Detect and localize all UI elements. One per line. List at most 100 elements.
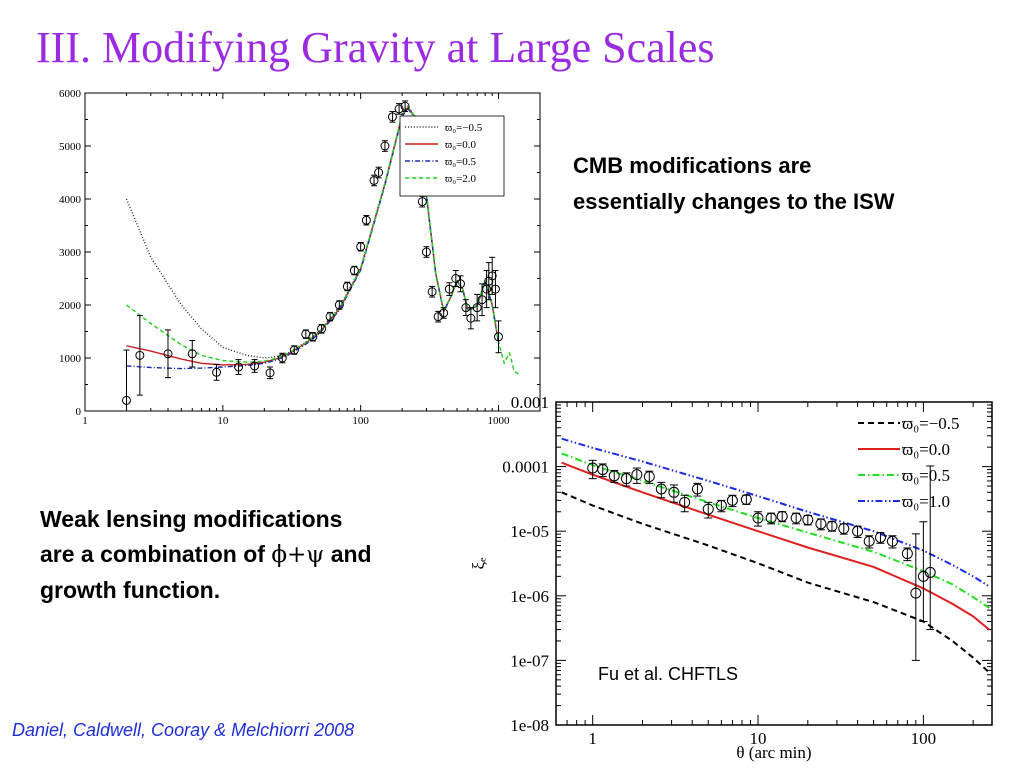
data-point [277,353,287,363]
series-line-3 [126,106,519,375]
y-tick-label: 0.001 [511,393,549,412]
data-point [691,483,703,495]
data-point [815,518,827,530]
weak-lensing-note: Weak lensing modifications are a combina… [40,502,372,608]
data-point [668,486,680,498]
data-point [163,349,173,359]
legend-box [399,115,505,197]
data-point [325,312,335,322]
data-point [715,499,727,511]
cmb-note: CMB modifications are essentially change… [573,148,895,220]
x-tick-label: 1000 [488,415,511,427]
data-point [349,266,359,276]
weak-lensing-line-3: growth function. [40,577,221,603]
legend-label-3: ϖ₀=1.0 [902,492,950,511]
data-point [752,512,764,524]
data-point [643,471,655,483]
data-point [250,361,260,371]
data-point [308,332,318,342]
cmb-note-line-1: CMB modifications are [573,153,812,178]
weak-lensing-line-2-post: and [324,541,372,567]
data-point [487,271,497,281]
y-tick-label: 3000 [59,247,82,259]
data-point [901,548,913,560]
data-point [135,350,145,360]
data-point [852,525,864,537]
cmb-note-line-2: essentially changes to the ISW [573,189,895,214]
y-tick-label: 0 [76,406,82,418]
y-tick-label: 6000 [59,88,82,100]
legend-label-1: ϖ₀=0.0 [902,440,950,459]
legend-label-0: ϖ₀=−0.5 [445,122,483,134]
x-tick-label: 10 [750,729,767,748]
data-point [466,313,476,323]
x-tick-label: 1 [588,729,597,748]
data-point [374,168,384,177]
data-point [924,566,936,578]
weak-lensing-line-2: are a combination of ϕ+ψ and [40,537,372,573]
y-tick-label: 1e-06 [510,587,549,606]
y-tick-label: 1e-05 [510,522,549,541]
data-point [490,284,500,294]
wl-frame [555,401,993,726]
cmb-plot-area [121,100,519,411]
wl-plot-area [561,437,990,674]
y-tick-label: 1e-07 [510,651,549,670]
x-tick-label: 100 [352,415,369,427]
data-point [597,464,609,476]
data-point [655,483,667,495]
data-point [380,141,390,151]
data-point [334,300,344,310]
data-point [917,570,929,582]
data-point [361,215,371,225]
data-point [826,520,838,532]
data-point [494,332,504,342]
series-line-3 [561,437,990,588]
data-point [790,512,802,524]
data-point [451,274,461,283]
data-point [289,345,299,355]
series-line-2 [561,452,990,609]
legend-label-2: ϖ₀=0.5 [902,466,950,485]
data-point [444,284,454,294]
weak-lensing-line-1: Weak lensing modifications [40,506,343,532]
data-point [427,287,437,297]
series-line-0 [561,491,990,674]
data-point [387,112,397,122]
data-point [356,242,366,252]
slide-title: III. Modifying Gravity at Large Scales [36,23,715,72]
legend-label-3: ϖ₀=2.0 [445,173,477,185]
y-axis-title: ξₑ [469,557,488,570]
data-point [456,279,466,289]
data-point [265,368,275,378]
data-point [369,175,379,185]
data-point [121,395,131,405]
x-tick-label: 100 [911,729,937,748]
data-point [740,493,752,505]
legend-label-2: ϖ₀=0.5 [445,156,477,168]
data-point [234,362,244,372]
data-point [317,324,327,334]
data-point [874,531,886,543]
data-point [910,587,922,599]
fu-et-al-label: Fu et al. CHFTLS [598,664,739,684]
data-point [863,535,875,547]
y-tick-label: 1000 [59,353,82,365]
data-point [726,494,738,506]
data-point [631,469,643,481]
series-line-1 [561,461,990,631]
citation: Daniel, Caldwell, Cooray & Melchiorri 20… [12,720,355,740]
x-tick-label: 10 [217,415,229,427]
y-tick-label: 2000 [59,300,82,312]
data-point [702,503,714,515]
y-tick-label: 1e-08 [510,716,549,735]
phi-psi-symbol: ϕ+ψ [271,542,325,568]
y-tick-label: 0.0001 [502,458,549,477]
y-tick-label: 5000 [59,141,82,153]
data-point [838,523,850,535]
data-point [802,514,814,526]
data-point [187,349,197,359]
data-point [400,101,410,111]
x-tick-label: 1 [82,415,88,427]
data-point [886,535,898,547]
